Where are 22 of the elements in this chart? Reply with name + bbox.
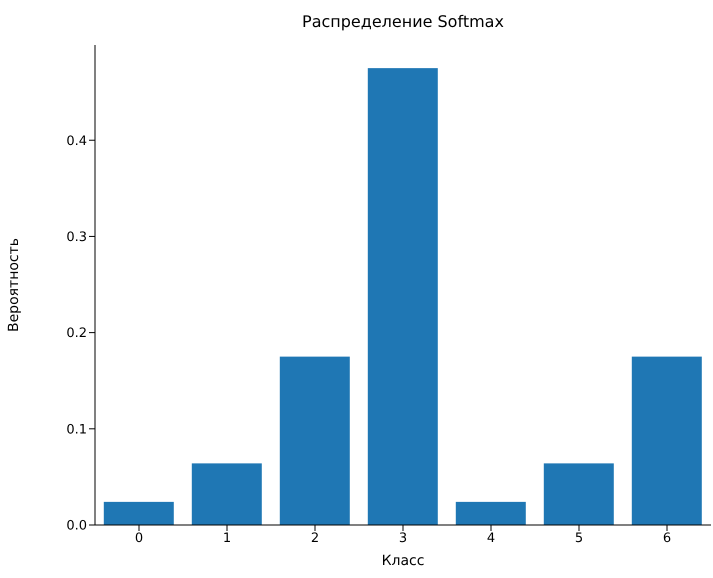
bar <box>104 502 174 525</box>
bar <box>368 68 438 525</box>
chart-title: Распределение Softmax <box>301 12 505 31</box>
y-tick-label: 0.4 <box>66 134 87 149</box>
x-tick-label: 0 <box>134 531 144 546</box>
y-axis-title: Вероятность <box>6 238 22 332</box>
bar <box>544 463 614 525</box>
bar <box>456 502 526 525</box>
x-tick-label: 5 <box>574 531 584 546</box>
x-tick-label: 6 <box>662 531 672 546</box>
x-axis-title: Класс <box>382 553 424 569</box>
bar <box>280 356 350 525</box>
x-tick-label: 1 <box>222 531 232 546</box>
x-tick-label: 2 <box>310 531 320 546</box>
bar <box>632 356 702 525</box>
bar <box>192 463 262 525</box>
y-tick-label: 0.3 <box>66 230 87 246</box>
x-tick-label: 3 <box>398 531 408 546</box>
y-tick-label: 0.0 <box>66 518 87 534</box>
y-tick-label: 0.2 <box>66 326 87 342</box>
x-tick-label: 4 <box>486 531 496 546</box>
y-tick-label: 0.1 <box>66 422 87 438</box>
